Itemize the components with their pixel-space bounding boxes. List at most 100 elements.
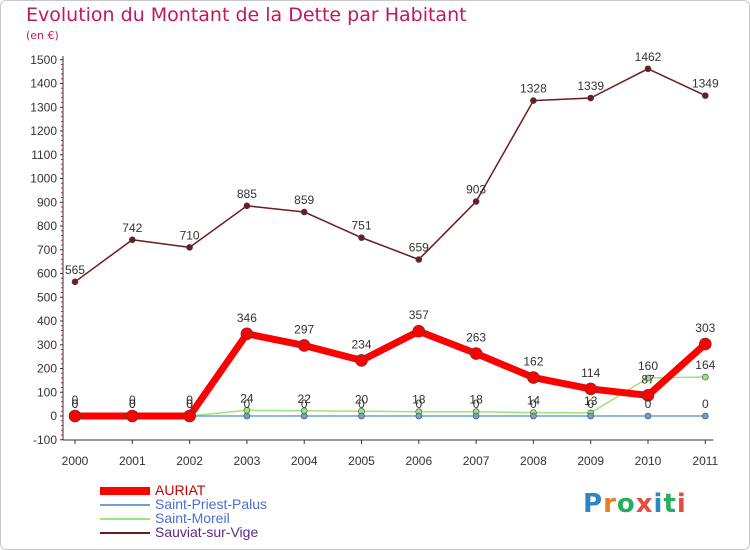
data-point-auriat — [584, 382, 598, 396]
legend-label: Saint-Moreil — [155, 510, 230, 526]
data-point-saint-moreil — [701, 373, 709, 381]
data-label-sauviat-sur-vige: 710 — [180, 228, 200, 242]
data-label-auriat: 297 — [294, 322, 314, 336]
data-point-saint-priest-palus — [530, 412, 537, 420]
logo-letter: t — [663, 489, 677, 519]
series-line-saint-moreil — [75, 376, 706, 417]
legend-swatch — [100, 487, 150, 495]
data-point-sauviat-sur-vige — [472, 198, 480, 205]
data-point-saint-priest-palus — [243, 412, 251, 420]
data-point-auriat — [469, 347, 483, 360]
data-label-auriat: 234 — [351, 337, 371, 351]
data-point-saint-priest-palus — [701, 412, 709, 420]
y-tick-label: 200 — [37, 362, 57, 376]
legend-item-auriat: AURIAT — [100, 482, 350, 498]
data-label-auriat: 87 — [641, 372, 655, 386]
y-tick-label: 400 — [37, 314, 57, 328]
data-point-sauviat-sur-vige — [186, 244, 193, 251]
data-label-auriat: 346 — [237, 311, 257, 325]
data-label-saint-priest-palus: 0 — [645, 397, 652, 411]
data-point-sauviat-sur-vige — [530, 97, 537, 104]
series-line-sauviat-sur-vige — [74, 68, 706, 283]
data-label-sauviat-sur-vige: 859 — [294, 193, 314, 207]
data-label-saint-moreil: 18 — [412, 393, 426, 407]
data-label-saint-priest-palus: 0 — [72, 397, 79, 411]
data-point-auriat — [641, 389, 655, 402]
logo-letter: x — [635, 489, 654, 519]
data-point-sauviat-sur-vige — [415, 256, 423, 263]
data-point-auriat — [412, 324, 426, 338]
legend-label: Saint-Priest-Palus — [155, 496, 268, 512]
y-tick-label: 500 — [37, 290, 57, 304]
data-point-saint-priest-palus — [644, 412, 652, 420]
data-label-saint-priest-palus: 0 — [587, 397, 594, 411]
data-label-auriat: 0 — [129, 393, 136, 407]
data-point-sauviat-sur-vige — [701, 92, 709, 99]
data-point-saint-priest-palus — [472, 412, 480, 420]
y-tick-label: 1500 — [30, 53, 57, 67]
data-label-saint-priest-palus: 0 — [702, 397, 709, 411]
chart-unit: (en €) — [26, 29, 59, 42]
legend-item-saint-priest-palus: Saint-Priest-Palus — [100, 496, 350, 512]
data-point-auriat — [240, 327, 254, 341]
x-tick-label: 2007 — [463, 454, 490, 468]
data-label-saint-moreil: 13 — [584, 394, 598, 408]
x-tick-label: 2008 — [520, 454, 547, 468]
data-point-auriat — [527, 371, 540, 384]
data-label-auriat: 162 — [523, 355, 543, 369]
y-tick-label: -100 — [33, 433, 57, 447]
legend-swatch — [100, 518, 150, 520]
data-label-saint-moreil: 14 — [527, 394, 541, 408]
logo-letter: r — [603, 489, 617, 519]
data-point-auriat — [126, 409, 139, 423]
legend-item-sauviat-sur-vige: Sauviat-sur-Vige — [100, 524, 350, 540]
data-label-saint-moreil: 0 — [72, 397, 79, 411]
y-tick-label: 1100 — [31, 148, 57, 162]
y-tick-label: 1400 — [30, 77, 57, 91]
y-tick-label: 100 — [37, 385, 57, 399]
data-label-saint-moreil: 0 — [186, 397, 193, 411]
data-label-sauviat-sur-vige: 751 — [351, 219, 371, 233]
y-tick-label: 1200 — [30, 124, 57, 138]
data-label-auriat: 263 — [466, 331, 486, 345]
data-point-sauviat-sur-vige — [243, 202, 251, 210]
data-point-saint-priest-palus — [415, 412, 423, 420]
chart-title: Evolution du Montant de la Dette par Hab… — [26, 4, 467, 26]
data-label-saint-priest-palus: 0 — [530, 397, 537, 411]
y-tick-label: 800 — [37, 219, 57, 233]
data-label-sauviat-sur-vige: 1462 — [635, 50, 662, 64]
data-point-auriat — [297, 339, 311, 352]
legend: AURIAT Saint-Priest-Palus Saint-Moreil Sauv… — [100, 482, 350, 540]
data-label-auriat: 303 — [695, 321, 715, 335]
data-label-saint-moreil: 164 — [695, 358, 715, 372]
data-label-saint-moreil: 0 — [129, 397, 136, 411]
data-label-sauviat-sur-vige: 565 — [65, 263, 85, 277]
x-tick-label: 2001 — [119, 454, 146, 468]
data-point-sauviat-sur-vige — [71, 278, 79, 286]
y-tick-label: 600 — [37, 267, 57, 281]
y-tick-label: 900 — [37, 195, 57, 209]
data-point-saint-priest-palus — [358, 412, 365, 420]
data-point-auriat — [698, 337, 712, 351]
legend-swatch — [100, 532, 150, 534]
y-tick-label: 700 — [37, 243, 57, 257]
legend-item-saint-moreil: Saint-Moreil — [100, 510, 350, 526]
data-label-saint-priest-palus: 0 — [415, 397, 422, 411]
series-line-auriat — [75, 327, 708, 420]
data-point-saint-moreil — [644, 374, 652, 382]
data-label-sauviat-sur-vige: 742 — [122, 221, 142, 235]
data-label-saint-priest-palus: 0 — [186, 397, 193, 411]
data-label-auriat: 0 — [72, 393, 79, 407]
data-point-sauviat-sur-vige — [644, 65, 652, 73]
data-label-saint-priest-palus: 0 — [129, 397, 136, 411]
y-tick-label: 300 — [37, 338, 57, 352]
data-label-sauviat-sur-vige: 1339 — [577, 79, 604, 93]
data-label-saint-priest-palus: 0 — [301, 397, 308, 411]
data-label-saint-moreil: 22 — [298, 392, 312, 406]
x-tick-label: 2009 — [577, 454, 604, 468]
data-point-auriat — [68, 409, 82, 423]
logo-letter: i — [676, 489, 687, 519]
y-tick-label: 1000 — [30, 172, 57, 186]
